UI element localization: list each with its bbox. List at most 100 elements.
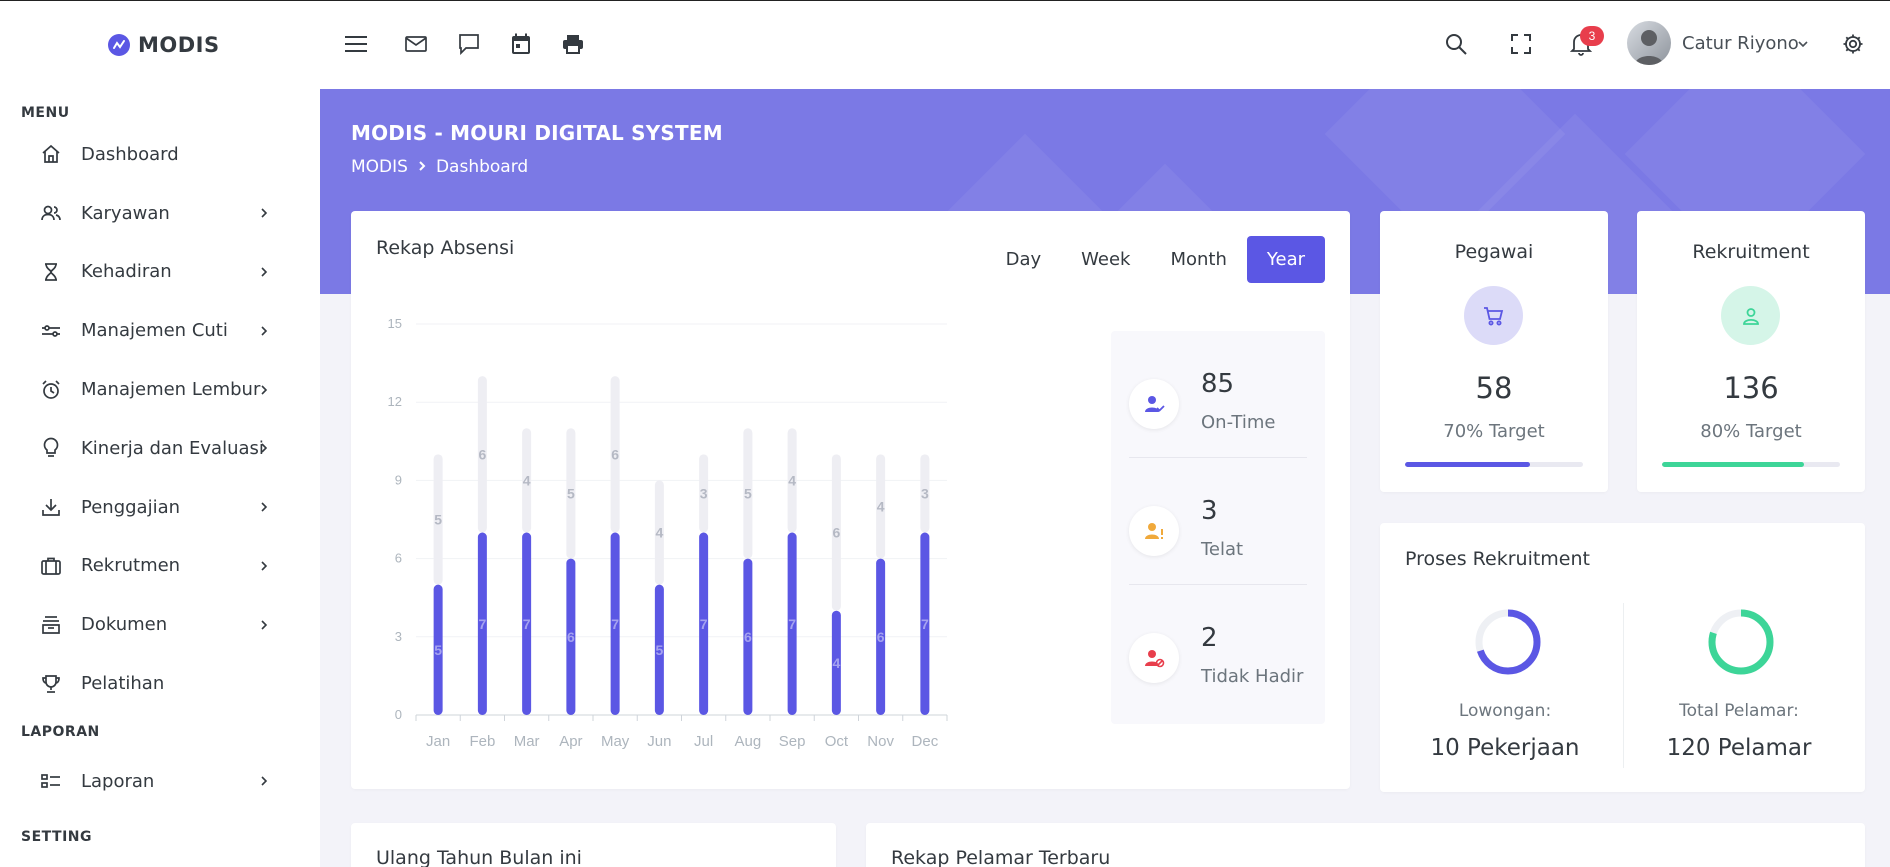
bar-segment-remaining	[920, 454, 930, 533]
bar-segment-remaining	[610, 376, 620, 533]
data-label: 4	[523, 472, 531, 488]
data-label: 6	[877, 629, 885, 645]
gear-icon[interactable]	[1840, 31, 1866, 57]
sidebar-item-laporan[interactable]: Laporan	[0, 752, 320, 811]
progress-bar	[1662, 462, 1840, 467]
bar-segment-attendance	[522, 532, 532, 715]
bar-segment-remaining	[787, 428, 797, 533]
sidebar-item-label: Kinerja dan Evaluasi	[81, 437, 264, 459]
data-label: 4	[655, 525, 663, 541]
fullscreen-icon[interactable]	[1508, 31, 1534, 57]
mail-icon[interactable]	[403, 31, 429, 57]
stat-tidak-hadir: 2 Tidak Hadir	[1129, 585, 1307, 712]
y-tick-label: 3	[395, 629, 402, 644]
chevron-right-icon	[260, 618, 270, 632]
attendance-bar-chart: 0 3 6 9 12 15 5 5 Jan 7 6 Feb 7 4 Mar 6 5 Apr 7 6 May 5 4 Jun 7 3…	[388, 316, 948, 750]
calendar-icon[interactable]	[508, 31, 534, 57]
card-title: Proses Rekruitment	[1405, 548, 1590, 570]
sidebar-item-label: Kehadiran	[81, 261, 172, 283]
kpi-value: 136	[1723, 371, 1779, 405]
card-title: Ulang Tahun Bulan ini	[376, 847, 582, 867]
sidebar-item-rekrutmen[interactable]: Rekrutmen	[0, 537, 320, 596]
stat-value: 3	[1201, 496, 1218, 526]
avatar[interactable]	[1627, 21, 1671, 65]
data-label: 4	[832, 655, 840, 671]
bar-segment-attendance	[743, 558, 753, 715]
kpi-card-pegawai: Pegawai 58 70% Target	[1380, 211, 1608, 492]
user-name[interactable]: Catur Riyono	[1682, 33, 1799, 54]
chevron-right-icon	[260, 206, 270, 220]
period-day-button[interactable]: Day	[1005, 249, 1042, 270]
archive-icon	[40, 614, 62, 636]
bar-segment-attendance	[699, 532, 709, 715]
user-alert-icon	[1129, 506, 1179, 556]
kpi-card-rekruitment: Rekruitment 136 80% Target	[1637, 211, 1865, 492]
stat-label: On-Time	[1201, 412, 1276, 433]
bar-segment-attendance	[831, 610, 841, 715]
bar-segment-remaining	[477, 376, 487, 533]
bar-segment-remaining	[699, 454, 709, 533]
data-label: 5	[655, 642, 663, 658]
attendance-stats: 85 On-Time 3 Telat 2 Tidak Hadir	[1111, 331, 1325, 724]
bar-segment-attendance	[566, 558, 576, 715]
bar-segment-attendance	[920, 532, 930, 715]
stat-value: 2	[1201, 623, 1218, 653]
sidebar-item-karyawan[interactable]: Karyawan	[0, 184, 320, 243]
period-month-button[interactable]: Month	[1170, 249, 1227, 270]
user-icon	[1721, 286, 1780, 345]
bar-segment-attendance	[477, 532, 487, 715]
total-pelamar-label: Total Pelamar:	[1679, 701, 1799, 721]
ring-progress	[1475, 609, 1541, 675]
brand[interactable]: MODIS	[0, 1, 320, 89]
data-label: 6	[478, 446, 486, 462]
sidebar-item-manajemen-lembur[interactable]: Manajemen Lembur	[0, 360, 320, 419]
x-tick-label: Nov	[867, 733, 894, 750]
sidebar-item-kehadiran[interactable]: Kehadiran	[0, 243, 320, 302]
x-tick-label: Apr	[559, 733, 582, 750]
kpi-target: 80% Target	[1700, 421, 1802, 442]
y-tick-label: 0	[395, 707, 402, 722]
sidebar: MODIS MENU Dashboard Karyawan Kehadiran …	[0, 0, 320, 867]
data-label: 7	[611, 616, 619, 632]
bar-segment-attendance	[787, 532, 797, 715]
printer-icon[interactable]	[560, 31, 586, 57]
sidebar-item-label: Karyawan	[81, 202, 170, 224]
hamburger-menu-icon[interactable]	[343, 31, 369, 57]
period-year-button[interactable]: Year	[1246, 236, 1325, 283]
chevron-right-icon	[260, 559, 270, 573]
bar-segment-attendance	[654, 584, 664, 715]
trophy-icon	[40, 673, 62, 695]
sidebar-item-label: Penggajian	[81, 496, 181, 518]
chevron-right-icon	[260, 441, 270, 455]
sidebar-item-dashboard[interactable]: Dashboard	[0, 125, 320, 184]
x-tick-label: Jun	[647, 733, 671, 750]
chevron-right-icon	[260, 265, 270, 279]
chevron-right-icon	[260, 774, 270, 788]
bar-segment-remaining	[522, 428, 532, 533]
sidebar-item-pelatihan[interactable]: Pelatihan	[0, 654, 320, 713]
data-label: 6	[611, 446, 619, 462]
sidebar-menu: Dashboard Karyawan Kehadiran Manajemen C…	[0, 125, 320, 713]
chevron-down-icon[interactable]	[1790, 31, 1816, 57]
chat-icon[interactable]	[456, 31, 482, 57]
bar-segment-attendance	[433, 584, 443, 715]
sidebar-item-dokumen[interactable]: Dokumen	[0, 595, 320, 654]
period-week-button[interactable]: Week	[1081, 249, 1131, 270]
data-label: 7	[478, 616, 486, 632]
sidebar-item-label: Dashboard	[81, 143, 179, 165]
x-tick-label: Mar	[514, 733, 540, 750]
data-label: 5	[434, 642, 442, 658]
sidebar-item-manajemen-cuti[interactable]: Manajemen Cuti	[0, 301, 320, 360]
stat-telat: 3 Telat	[1129, 458, 1307, 585]
lowongan-value: 10 Pekerjaan	[1430, 735, 1580, 761]
pelamar-ring-chart	[1708, 609, 1774, 675]
search-icon[interactable]	[1443, 31, 1469, 57]
data-label: 4	[877, 498, 885, 514]
bar-segment-remaining	[566, 428, 576, 559]
data-label: 3	[700, 485, 708, 501]
sidebar-item-penggajian[interactable]: Penggajian	[0, 478, 320, 537]
bar-segment-remaining	[433, 454, 443, 585]
sidebar-item-kinerja-evaluasi[interactable]: Kinerja dan Evaluasi	[0, 419, 320, 478]
card-title: Rekap Pelamar Terbaru	[891, 847, 1111, 867]
breadcrumb-item[interactable]: MODIS	[351, 157, 408, 177]
